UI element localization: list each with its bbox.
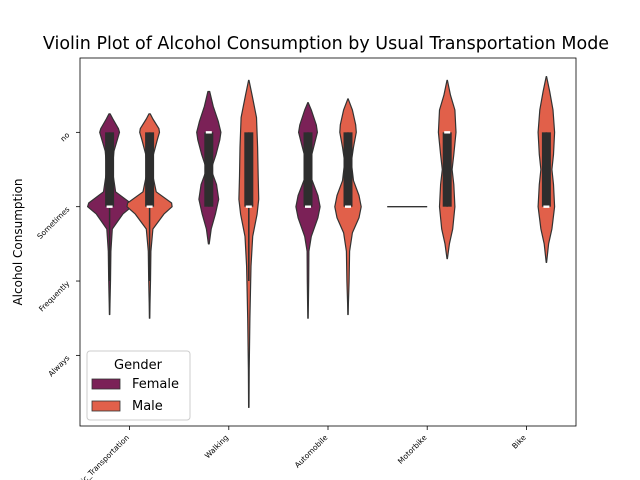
legend: Gender Female Male [86, 350, 191, 421]
violin-male-walking-iqr-box [244, 132, 254, 207]
x-tick-label-public-transportation: Public_Transportation [68, 433, 131, 480]
violin-layer [87, 76, 556, 408]
x-tick-label-automobile: Automobile [293, 433, 330, 470]
violin-female-automobile-iqr-box [303, 132, 313, 207]
x-axis: Public_Transportation Walking Automobile Mo… [68, 426, 528, 480]
violin-female-public-transportation-median [106, 205, 113, 208]
legend-label-male: Male [132, 399, 163, 414]
legend-swatch-male [91, 400, 121, 412]
y-tick-label-always: Always [46, 353, 71, 378]
y-tick-label-no: no [58, 130, 71, 143]
x-tick-label-bike: Bike [510, 433, 528, 451]
violin-male-bike-median [543, 205, 550, 208]
violin-male-automobile-median [345, 205, 351, 208]
violin-male-motorbike-median [444, 131, 451, 134]
violin-male-public-transportation-iqr-box [145, 132, 155, 207]
violin-female-automobile-median [305, 205, 311, 208]
legend-label-female: Female [132, 377, 179, 392]
violin-male-public-transportation-median [146, 205, 153, 208]
violin-male-automobile-iqr-box [343, 132, 353, 207]
legend-swatch-female [91, 378, 121, 390]
y-axis-label: Alcohol Consumption [11, 178, 25, 305]
y-axis: no Sometimes Frequently Always [35, 130, 80, 378]
legend-title: Gender [114, 358, 163, 373]
y-tick-label-frequently: Frequently [37, 279, 72, 314]
violin-female-walking-median [205, 131, 212, 134]
violin-male-walking-median [245, 205, 252, 208]
violin-female-public-transportation-iqr-box [105, 132, 115, 207]
chart-title: Violin Plot of Alcohol Consumption by Us… [43, 34, 609, 54]
violin-male-bike-iqr-box [541, 132, 551, 207]
x-tick-label-motorbike: Motorbike [396, 433, 429, 466]
y-tick-label-sometimes: Sometimes [35, 205, 71, 241]
violin-female-walking-iqr-box [204, 132, 214, 207]
violin-male-motorbike-iqr-box [442, 132, 452, 207]
x-tick-label-walking: Walking [203, 433, 230, 460]
